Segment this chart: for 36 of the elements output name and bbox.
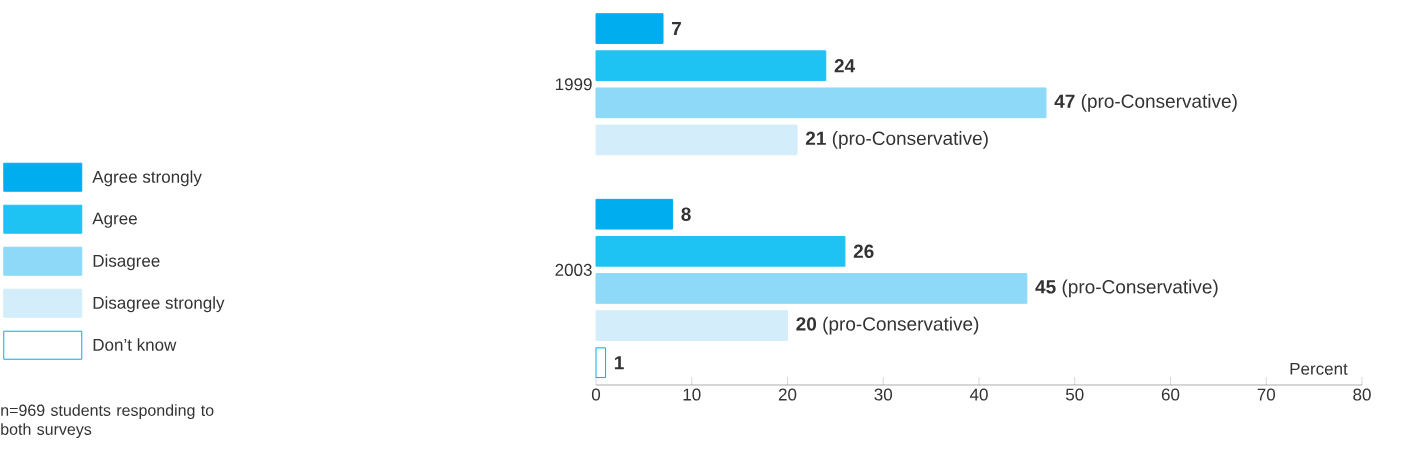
- data-label: 8: [681, 207, 691, 221]
- bar: [595, 198, 674, 230]
- x-tick-label: 50: [1065, 388, 1084, 401]
- x-tick-label: 10: [683, 388, 701, 401]
- bar: [595, 13, 664, 44]
- bar: [595, 235, 846, 267]
- bar: [595, 87, 1047, 119]
- legend-label: Don’t know: [93, 338, 177, 351]
- x-tick-label: 30: [874, 388, 893, 401]
- legend-label: Agree strongly: [92, 170, 202, 187]
- data-label: 45 (pro-Conservative): [1035, 279, 1218, 298]
- legend-label: Disagree strongly: [93, 296, 225, 313]
- data-label: 47 (pro-Conservative): [1054, 93, 1237, 112]
- bar: [595, 273, 1028, 304]
- legend-label: Disagree: [93, 254, 160, 271]
- y-tick-label: 2003: [555, 263, 592, 276]
- x-tick-label: 0: [591, 388, 601, 401]
- bar: [595, 50, 827, 82]
- x-axis-title: Percent: [1290, 362, 1348, 375]
- data-label: 1: [614, 356, 624, 370]
- bar: [595, 310, 788, 341]
- y-tick-label: 1999: [555, 78, 592, 91]
- legend-label: Agree: [92, 212, 137, 228]
- x-tick-label: 40: [969, 388, 988, 401]
- data-label: 21 (pro-Conservative): [805, 131, 988, 149]
- text: n=969 students responding to both surveys: [1, 404, 214, 439]
- x-tick-label: 60: [1161, 388, 1180, 401]
- data-label: 20 (pro-Conservative): [796, 316, 979, 335]
- data-label: 26: [853, 244, 874, 259]
- x-tick-label: 80: [1353, 388, 1371, 401]
- data-label: 24: [834, 59, 856, 73]
- x-tick-label: 70: [1257, 388, 1276, 401]
- bar: [595, 347, 607, 379]
- bar: [595, 124, 798, 156]
- x-tick-label: 20: [778, 388, 797, 401]
- data-label: 7: [672, 22, 681, 36]
